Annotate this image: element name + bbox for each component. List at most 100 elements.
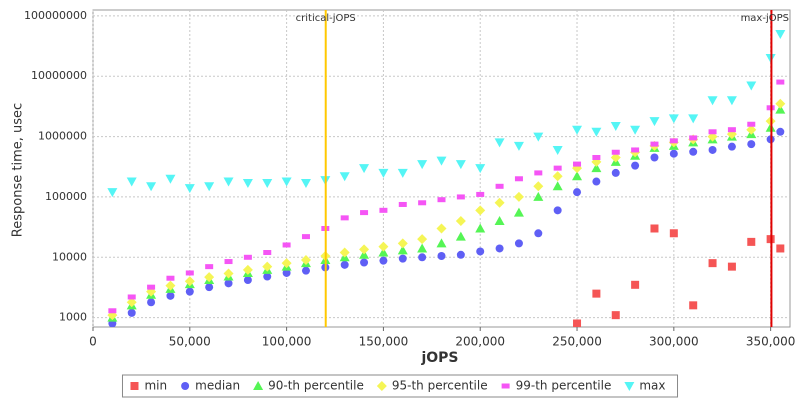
point [494,138,505,148]
point [534,170,543,176]
point [185,287,194,296]
point [339,247,350,258]
point [707,96,718,106]
point [242,264,253,275]
point [282,242,291,248]
point [436,156,447,166]
point [165,280,176,291]
point [475,205,486,216]
point [436,223,447,234]
point [147,284,156,290]
point [127,294,136,300]
point [359,164,370,174]
point [165,174,176,184]
legend-marker [624,382,635,391]
point [455,160,466,170]
point [630,125,641,135]
legend-item: max [624,379,666,393]
point [726,96,737,106]
point [573,161,582,167]
point [727,262,736,271]
point [708,129,717,135]
point [611,311,620,320]
legend-marker [376,381,387,391]
point [437,252,446,261]
point [301,266,310,275]
point [126,177,137,187]
point [669,229,678,238]
point [650,153,659,162]
point [456,250,465,259]
annotation-label: critical-jOPS [296,13,356,24]
legend-marker [130,382,139,390]
point [224,279,233,288]
point [397,168,408,178]
point [649,117,660,127]
point [631,280,640,289]
point [513,207,524,217]
point [379,207,388,213]
legend-label: median [195,379,240,393]
point [378,241,389,252]
point [746,81,757,91]
point [573,188,582,197]
point [775,104,786,114]
point [185,270,194,276]
point [689,301,698,310]
point [494,215,505,225]
point [166,291,175,300]
point [379,256,388,265]
point [494,197,505,208]
point [300,255,311,266]
x-tick-label: 300,000 [649,335,699,349]
x-tick-label: 150,000 [359,335,409,349]
point [533,181,544,192]
point [204,182,215,192]
plot-area [92,9,791,328]
axes: 1000 10000 100000 1000000 10000000 100000000 0… [24,9,795,349]
point [650,224,659,233]
point [552,171,563,182]
point [126,297,137,308]
point [455,231,466,241]
point [281,258,292,269]
point [610,121,621,131]
point [592,289,601,298]
point [418,253,427,262]
point [533,191,544,201]
point [708,145,717,154]
point [398,254,407,263]
point [552,181,563,191]
point [476,247,485,256]
point [708,259,717,268]
point [776,127,785,136]
point [747,140,756,149]
point [224,259,233,265]
point [417,234,428,245]
point [107,188,118,198]
point [456,194,465,200]
point [775,98,786,109]
point [591,127,602,137]
point [398,201,407,207]
point [397,245,408,255]
point [591,163,602,173]
legend-marker [253,381,264,390]
point [205,283,214,292]
point [514,239,523,248]
marks [107,30,786,327]
point [631,147,640,153]
point [727,127,736,133]
point [534,229,543,238]
legend-item: 90-th percentile [253,379,364,393]
legend: min median 90-th percentile 95-th percentil… [121,374,679,398]
point [455,215,466,226]
point [572,171,583,181]
point [727,142,736,151]
legend-item: median [181,379,240,393]
point [263,250,272,256]
point [340,215,349,221]
point [223,268,234,279]
y-tick-label: 1000000 [38,130,87,143]
